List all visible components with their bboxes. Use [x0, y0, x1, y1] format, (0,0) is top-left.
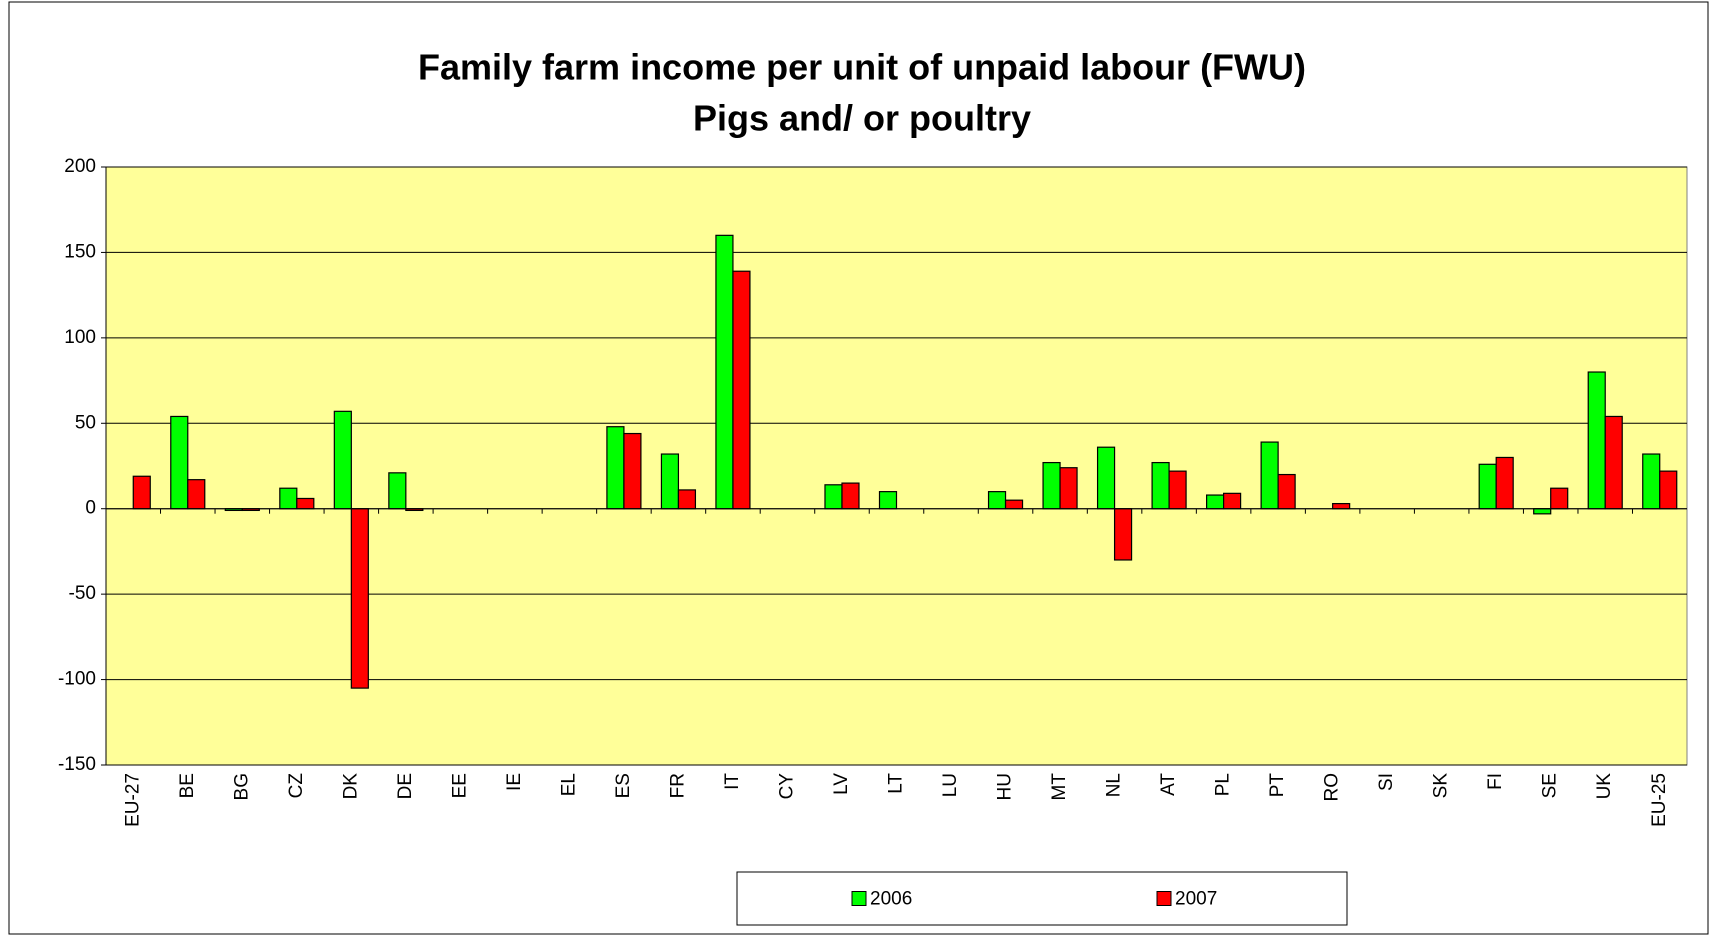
chart-title: Family farm income per unit of unpaid la…: [418, 47, 1306, 88]
bar: [878, 491, 898, 510]
bar: [170, 415, 189, 510]
x-tick-label: SI: [1376, 773, 1397, 791]
legend-swatch: [1156, 891, 1172, 906]
bar: [1550, 487, 1569, 510]
y-tick-label: -150: [58, 754, 96, 775]
x-tick-label: UK: [1594, 773, 1615, 800]
bar: [1113, 508, 1133, 561]
bar: [1004, 499, 1024, 510]
bar: [1332, 502, 1351, 510]
x-tick-label: IT: [722, 773, 743, 790]
bar: [187, 479, 206, 510]
bar: [1478, 463, 1497, 510]
bar: [1642, 453, 1661, 510]
bar: [333, 410, 352, 510]
bar: [1533, 508, 1552, 515]
x-tick-label: FR: [667, 773, 688, 798]
x-tick-label: NL: [1104, 773, 1125, 797]
bar: [1059, 467, 1078, 510]
x-tick-label: LU: [940, 773, 961, 797]
y-tick-label: 0: [85, 498, 96, 519]
y-tick-label: -100: [58, 669, 96, 690]
bar: [677, 489, 697, 510]
y-tick-label: 200: [64, 156, 96, 177]
x-tick-label: LT: [886, 773, 907, 794]
x-tick-label: ES: [613, 773, 634, 798]
bar: [732, 270, 751, 510]
bar: [660, 453, 680, 510]
plot-area: [105, 166, 1688, 766]
x-tick-label: IE: [504, 773, 525, 791]
bar: [1096, 446, 1116, 510]
x-tick-label: CY: [776, 773, 797, 800]
x-tick-label: FI: [1485, 773, 1506, 790]
bar: [841, 482, 860, 510]
x-tick-label: BE: [177, 773, 198, 798]
x-tick-label: EL: [558, 773, 579, 796]
x-tick-label: PT: [1267, 773, 1288, 798]
y-tick-label: -50: [69, 583, 96, 604]
bar: [132, 475, 151, 510]
bar: [1168, 470, 1187, 510]
bar: [388, 472, 407, 510]
x-tick-label: DK: [340, 773, 361, 800]
bar: [1604, 415, 1623, 510]
bar: [715, 234, 734, 510]
bar: [1277, 473, 1296, 510]
bar: [279, 487, 298, 510]
bar: [824, 484, 843, 510]
y-tick-label: 150: [64, 241, 96, 262]
legend-label: 2007: [1175, 889, 1217, 910]
x-tick-label: EU-27: [122, 773, 143, 827]
bar: [1042, 461, 1061, 510]
y-tick-label: 100: [64, 327, 96, 348]
bar: [987, 491, 1007, 510]
x-tick-label: BG: [231, 773, 252, 800]
x-tick-label: SK: [1431, 773, 1452, 799]
bar: [350, 508, 369, 689]
legend-swatch: [851, 891, 867, 906]
y-tick-label: 50: [75, 412, 96, 433]
x-tick-label: EU-25: [1649, 773, 1670, 827]
x-tick-label: EE: [449, 773, 470, 798]
chart-subtitle: Pigs and/ or poultry: [693, 98, 1031, 139]
bar: [623, 432, 642, 510]
bar: [1659, 470, 1678, 510]
bar: [1206, 494, 1225, 510]
x-tick-label: LV: [831, 773, 852, 795]
bar: [606, 426, 625, 510]
bar: [1151, 461, 1170, 510]
x-tick-label: MT: [1049, 773, 1070, 801]
x-tick-label: SE: [1540, 773, 1561, 798]
legend-box: [736, 871, 1348, 926]
bar: [1587, 371, 1606, 510]
x-tick-label: CZ: [286, 773, 307, 799]
x-tick-label: DE: [395, 773, 416, 799]
x-tick-label: AT: [1158, 773, 1179, 796]
bar: [296, 497, 315, 510]
x-tick-label: HU: [995, 773, 1016, 800]
bar: [1223, 492, 1242, 510]
x-tick-label: PL: [1213, 773, 1234, 796]
x-tick-label: RO: [1322, 773, 1343, 802]
legend-label: 2006: [870, 889, 912, 910]
bar: [1495, 456, 1514, 510]
bar: [1260, 441, 1279, 510]
